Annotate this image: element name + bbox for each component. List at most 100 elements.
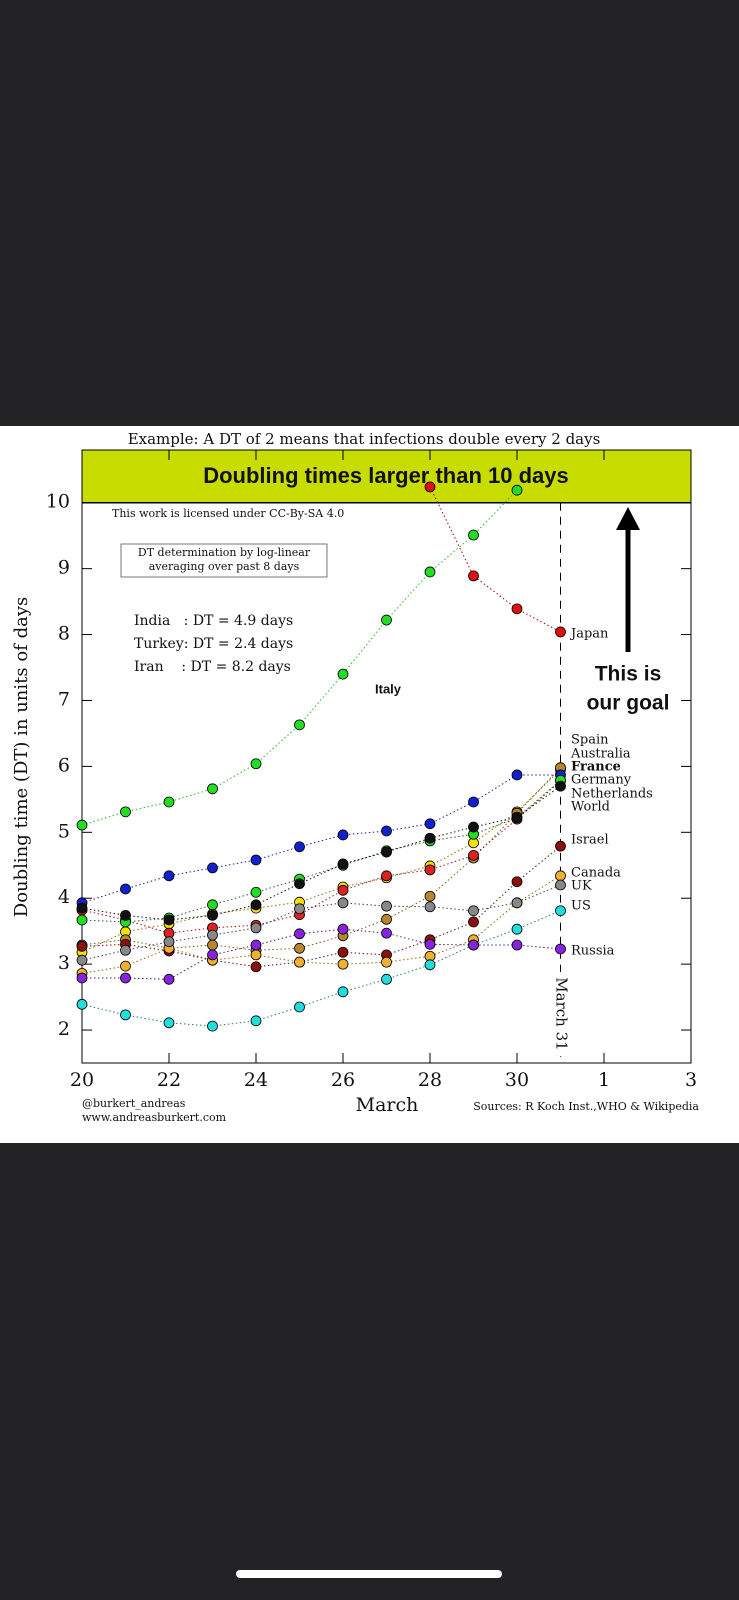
chart-title: Doubling times larger than 10 days bbox=[203, 463, 569, 488]
data-point bbox=[381, 973, 392, 985]
subtitle: Example: A DT of 2 means that infections… bbox=[128, 430, 601, 448]
data-point bbox=[207, 929, 218, 941]
data-point bbox=[555, 879, 566, 891]
chart: 2 3 4 5 6 7 8 9 10 20 22 24 26 28 30 1 3 March 31 Italy Jap… bbox=[11, 430, 699, 1124]
data-point bbox=[381, 956, 392, 968]
data-point bbox=[294, 903, 305, 915]
series-label: France bbox=[571, 760, 621, 775]
data-point bbox=[511, 897, 523, 909]
series-line bbox=[81, 785, 561, 921]
y-tick-label: 8 bbox=[58, 623, 70, 645]
series-label: Australia bbox=[570, 747, 631, 762]
data-point bbox=[424, 864, 436, 876]
x-tick-label: 1 bbox=[598, 1069, 610, 1091]
x-tick-label: 3 bbox=[685, 1069, 697, 1091]
series-label: Canada bbox=[571, 866, 621, 881]
data-point bbox=[207, 949, 218, 961]
series-line bbox=[81, 767, 561, 951]
data-point bbox=[163, 914, 175, 926]
x-tick-label: 20 bbox=[70, 1069, 94, 1091]
data-point bbox=[163, 1017, 175, 1029]
data-point bbox=[337, 897, 349, 909]
goal-text: This is bbox=[595, 663, 662, 686]
data-point bbox=[381, 913, 392, 925]
data-point bbox=[424, 901, 436, 913]
data-point bbox=[511, 811, 523, 823]
x-axis-label: March bbox=[356, 1094, 419, 1116]
data-point bbox=[207, 899, 218, 911]
data-point bbox=[207, 1020, 218, 1032]
data-point bbox=[163, 870, 175, 882]
data-point bbox=[250, 899, 262, 911]
series-label: Germany bbox=[571, 773, 632, 788]
data-point bbox=[120, 960, 131, 972]
y-tick-label: 2 bbox=[58, 1018, 70, 1040]
data-point bbox=[468, 570, 479, 582]
data-point bbox=[76, 819, 88, 831]
data-point bbox=[555, 840, 566, 852]
march31-label: March 31 bbox=[553, 977, 571, 1050]
data-point bbox=[337, 829, 349, 841]
y-tick-label: 6 bbox=[58, 754, 70, 776]
data-point bbox=[120, 1009, 131, 1021]
data-point bbox=[424, 938, 436, 950]
series-label: Israel bbox=[571, 833, 609, 848]
data-point bbox=[163, 796, 175, 808]
data-point bbox=[381, 825, 392, 837]
data-point bbox=[337, 986, 349, 998]
method-note: DT determination by log-linear bbox=[138, 546, 311, 559]
note: Iran : DT = 8.2 days bbox=[134, 659, 291, 675]
x-tick-label: 30 bbox=[505, 1069, 529, 1091]
series-label: Spain bbox=[571, 733, 609, 748]
data-point bbox=[337, 668, 349, 680]
data-point bbox=[468, 849, 479, 861]
data-point bbox=[250, 886, 262, 898]
data-point bbox=[76, 972, 88, 984]
data-point bbox=[468, 529, 479, 541]
series-line bbox=[82, 928, 561, 980]
home-indicator bbox=[236, 1570, 502, 1578]
data-point bbox=[250, 939, 262, 951]
series-label: Japan bbox=[569, 627, 609, 642]
data-point bbox=[511, 939, 523, 951]
data-point bbox=[511, 603, 523, 615]
data-point bbox=[555, 626, 566, 638]
data-point bbox=[207, 939, 218, 951]
data-point bbox=[337, 946, 349, 958]
series-label: UK bbox=[571, 879, 592, 894]
data-point bbox=[250, 961, 262, 973]
y-tick-label: 7 bbox=[58, 688, 70, 710]
data-point bbox=[381, 846, 392, 858]
data-point bbox=[424, 959, 436, 971]
data-point bbox=[511, 923, 523, 935]
sources: Sources: R Koch Inst.,WHO & Wikipedia bbox=[473, 1100, 699, 1113]
data-point bbox=[120, 806, 131, 818]
data-point bbox=[76, 902, 88, 914]
data-point bbox=[76, 914, 88, 926]
y-tick-label: 10 bbox=[46, 491, 70, 513]
credit: @burkert_andreas bbox=[82, 1097, 186, 1110]
note: India : DT = 4.9 days bbox=[134, 613, 293, 629]
data-point bbox=[120, 972, 131, 984]
data-point bbox=[294, 841, 305, 853]
data-point bbox=[337, 958, 349, 970]
march31-label-bg bbox=[551, 972, 570, 1056]
data-point bbox=[294, 928, 305, 940]
credit: www.andreasburkert.com bbox=[82, 1111, 227, 1124]
data-point bbox=[250, 1015, 262, 1027]
goal-text: our goal bbox=[587, 692, 670, 715]
data-point bbox=[337, 858, 349, 870]
data-point bbox=[511, 769, 523, 781]
data-point bbox=[468, 796, 479, 808]
data-point bbox=[250, 758, 262, 770]
data-point bbox=[337, 884, 349, 896]
note: Turkey: DT = 2.4 days bbox=[134, 636, 293, 652]
x-tick-label: 22 bbox=[157, 1069, 181, 1091]
data-point bbox=[76, 940, 88, 952]
method-box bbox=[120, 543, 328, 578]
data-point bbox=[163, 936, 175, 948]
series-line bbox=[81, 910, 561, 1027]
data-point bbox=[468, 905, 479, 917]
data-point bbox=[555, 870, 566, 882]
